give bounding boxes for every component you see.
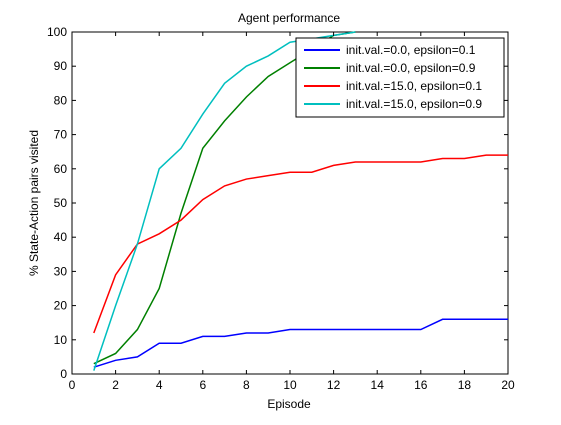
y-tick-label: 40 — [54, 230, 68, 244]
x-tick-label: 6 — [199, 378, 206, 392]
x-tick-label: 4 — [156, 378, 163, 392]
legend-label-1: init.val.=0.0, epsilon=0.1 — [346, 43, 476, 57]
y-tick-label: 100 — [47, 25, 67, 39]
x-axis-label: Episode — [267, 397, 311, 411]
y-tick-label: 90 — [54, 59, 68, 73]
y-tick-label: 10 — [54, 333, 68, 347]
x-tick-label: 18 — [458, 378, 472, 392]
legend: init.val.=0.0, epsilon=0.1 init.val.=0.0,… — [295, 37, 505, 118]
legend-label-3: init.val.=15.0, epsilon=0.1 — [346, 79, 482, 93]
legend-label-4: init.val.=15.0, epsilon=0.9 — [346, 97, 482, 111]
x-tick-label: 20 — [501, 378, 515, 392]
legend-label-2: init.val.=0.0, epsilon=0.9 — [346, 61, 476, 75]
series-line-1 — [93, 318, 508, 368]
x-tick-label: 12 — [327, 378, 341, 392]
y-tick-label: 70 — [54, 128, 68, 142]
x-tick-label: 10 — [283, 378, 297, 392]
y-tick-label: 30 — [54, 264, 68, 278]
x-tick-label: 14 — [371, 378, 385, 392]
y-tick-label: 20 — [54, 299, 68, 313]
y-tick-label: 60 — [54, 162, 68, 176]
y-axis-ticks: 0 10 20 30 40 50 60 70 80 90 100 — [47, 25, 508, 381]
x-tick-label: 8 — [243, 378, 250, 392]
legend-entries: init.val.=0.0, epsilon=0.1 init.val.=0.0,… — [304, 43, 482, 111]
y-tick-label: 0 — [60, 367, 67, 381]
series-line-3 — [93, 154, 508, 334]
x-tick-label: 2 — [112, 378, 119, 392]
y-tick-label: 50 — [54, 196, 68, 210]
y-axis-label: % State-Action pairs visited — [27, 130, 41, 276]
chart-title: Agent performance — [238, 11, 340, 25]
y-tick-label: 80 — [54, 93, 68, 107]
x-tick-label: 16 — [414, 378, 428, 392]
x-tick-label: 0 — [69, 378, 76, 392]
x-axis-ticks: 0 2 4 6 8 10 12 14 16 18 20 — [69, 32, 515, 392]
